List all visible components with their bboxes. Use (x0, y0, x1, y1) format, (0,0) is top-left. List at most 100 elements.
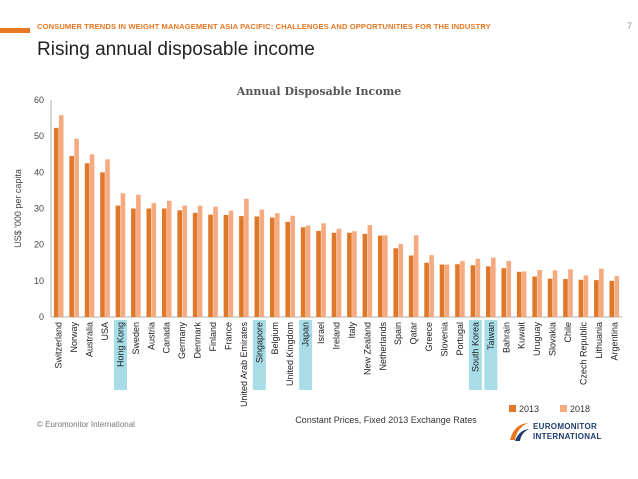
category-label: Germany (177, 322, 187, 360)
copyright-note: © Euromonitor International (37, 420, 135, 429)
bar-2018 (614, 276, 620, 317)
highlight-box-taiwan (484, 320, 498, 390)
bar-2013 (69, 156, 74, 317)
bar-2018 (413, 235, 419, 317)
bar-2018 (151, 203, 157, 317)
logo-line-2: INTERNATIONAL (533, 432, 602, 441)
legend-swatch-2013 (509, 405, 516, 412)
category-label: Austria (146, 322, 156, 350)
bar-2018 (274, 213, 280, 317)
category-label: New Zealand (362, 322, 372, 375)
bar-2013 (455, 264, 460, 317)
category-label: Uruguay (532, 322, 542, 357)
bar-2013 (578, 279, 584, 317)
bar-2018 (352, 231, 357, 317)
category-label: Chile (563, 322, 573, 343)
category-label: Japan (301, 322, 311, 347)
category-label: Lithuania (594, 322, 604, 359)
bar-2018 (599, 268, 604, 317)
category-label: Kuwait (517, 322, 527, 350)
y-tick-label: 60 (34, 95, 44, 105)
bar-2013 (254, 216, 260, 317)
category-label: Singapore (254, 322, 264, 363)
bar-2018 (583, 275, 589, 317)
bar-2013 (532, 276, 537, 317)
highlight-box-south-korea (468, 320, 482, 390)
y-tick-label: 40 (34, 167, 44, 177)
logo-mark-icon (510, 423, 529, 441)
bar-2013 (408, 255, 414, 317)
category-label: Australia (85, 322, 95, 357)
category-label: Switzerland (54, 322, 64, 369)
category-label: Canada (162, 322, 172, 354)
bar-2018 (537, 269, 542, 317)
bar-2018 (491, 257, 496, 317)
bar-2013 (208, 214, 213, 317)
legend-label-2013: 2013 (519, 404, 539, 414)
bar-2013 (285, 221, 291, 317)
legend-swatch-2018 (560, 405, 567, 412)
bar-2018 (460, 260, 465, 317)
category-label: Argentina (609, 322, 619, 361)
category-label: Portugal (455, 322, 465, 356)
bar-2018 (398, 243, 404, 317)
category-label: United Kingdom (285, 322, 295, 386)
bar-2013 (161, 208, 167, 317)
bar-2018 (89, 154, 95, 317)
category-label: Italy (347, 322, 357, 339)
bar-2018 (382, 235, 388, 317)
highlight-box-japan (299, 320, 313, 390)
category-label: Israel (316, 322, 326, 344)
bar-2013 (300, 227, 306, 317)
bar-2013 (393, 248, 399, 317)
category-label: Denmark (193, 322, 203, 359)
y-tick-label: 20 (34, 240, 44, 250)
bar-2018 (552, 270, 558, 317)
logo-line-1: EUROMONITOR (533, 422, 598, 431)
bar-2013 (53, 127, 59, 318)
bar-2013 (486, 266, 491, 317)
y-tick-label: 50 (34, 131, 44, 141)
category-label: Slovakia (548, 322, 558, 356)
category-label: United Arab Emirates (239, 322, 249, 408)
bar-2013 (377, 235, 383, 317)
bar-2018 (105, 159, 110, 317)
bar-2018 (120, 193, 126, 317)
bar-2018 (228, 210, 234, 317)
bar-2018 (74, 138, 79, 317)
bar-2013 (547, 278, 553, 317)
bar-2018 (197, 205, 203, 317)
bar-2013 (223, 215, 229, 317)
page-number: 7 (626, 21, 632, 31)
category-label: Qatar (409, 322, 419, 345)
category-label: Slovenia (440, 322, 450, 357)
y-tick-label: 30 (34, 204, 44, 214)
category-label: Greece (424, 322, 434, 352)
bar-2013 (594, 280, 599, 317)
category-label: Hong Kong (115, 322, 125, 367)
bar-2013 (131, 208, 136, 317)
category-label: Sweden (131, 322, 141, 355)
bar-2013 (331, 232, 337, 317)
bar-2018 (213, 206, 218, 317)
category-label: South Korea (470, 322, 480, 372)
bar-2018 (321, 223, 326, 317)
bar-2013 (239, 216, 244, 317)
page-title: Rising annual disposable income (37, 39, 315, 60)
bar-2013 (177, 210, 182, 317)
highlight-box-singapore (252, 320, 266, 390)
category-label: Finland (208, 322, 218, 352)
bar-2018 (259, 209, 265, 317)
bar-2018 (429, 255, 434, 317)
bar-2013 (362, 233, 368, 317)
bar-2018 (521, 271, 527, 317)
bar-2013 (516, 271, 522, 317)
bar-2018 (367, 225, 373, 317)
bar-2018 (244, 198, 249, 317)
bar-2013 (84, 163, 90, 317)
euromonitor-logo: EUROMONITOR INTERNATIONAL (507, 420, 611, 446)
highlight-box-hong-kong (113, 320, 127, 390)
bar-2013 (100, 172, 105, 317)
deck-subtitle: CONSUMER TRENDS IN WEIGHT MANAGEMENT ASI… (37, 22, 491, 31)
